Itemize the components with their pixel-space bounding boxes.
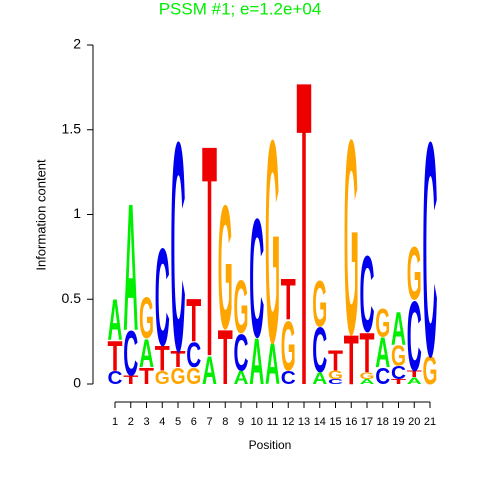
logo-letter: G — [155, 367, 170, 388]
logo-letter: C — [171, 81, 186, 415]
logo-letter: A — [375, 329, 390, 376]
y-tick-label: 1 — [73, 205, 81, 221]
y-tick-label: 2 — [73, 36, 81, 52]
x-tick-label: 5 — [175, 416, 181, 428]
logo-letter: C — [249, 184, 264, 373]
x-tick-label: 13 — [298, 416, 310, 428]
logo-letter: C — [234, 324, 249, 382]
x-tick-label: 14 — [314, 416, 326, 428]
x-tick-label: 17 — [361, 416, 373, 428]
chart-title: PSSM #1; e=1.2e+04 — [159, 0, 322, 18]
logo-letter: T — [297, 0, 312, 476]
x-tick-label: 18 — [377, 416, 389, 428]
logo-letter: G — [391, 340, 406, 372]
logo-letter: A — [249, 324, 264, 398]
logo-letter: C — [312, 314, 327, 385]
logo-letter: T — [108, 332, 123, 379]
logo-letter: C — [375, 363, 390, 389]
logo-letter: G — [265, 80, 280, 403]
logo-letter: T — [218, 314, 233, 401]
logo-letter: T — [202, 83, 217, 420]
logo-letter: T — [391, 378, 406, 386]
x-tick-label: 9 — [238, 416, 244, 428]
logo-letter: A — [108, 288, 123, 353]
logo-letter: A — [407, 376, 422, 386]
logo-letter: G — [281, 308, 296, 386]
logo-letter: A — [202, 348, 217, 393]
logo-letter: C — [155, 219, 170, 375]
logo-letter: A — [123, 166, 138, 369]
x-tick-label: 2 — [128, 416, 134, 428]
x-tick-label: 16 — [345, 416, 357, 428]
x-tick-label: 19 — [392, 416, 404, 428]
logo-letter: T — [186, 286, 201, 355]
logo-letter: G — [139, 286, 154, 351]
x-tick-label: 21 — [424, 416, 436, 428]
logo-letter: A — [265, 332, 280, 397]
x-tick-label: 8 — [222, 416, 228, 428]
x-tick-label: 15 — [329, 416, 341, 428]
logo-letter: C — [391, 362, 406, 383]
logo-letter: G — [234, 265, 249, 349]
x-tick-label: 20 — [408, 416, 420, 428]
logo-letter: T — [360, 321, 375, 384]
logo-letter: A — [391, 302, 406, 355]
y-tick-label: 0.5 — [62, 290, 82, 306]
x-tick-label: 4 — [159, 416, 165, 428]
logo-letter: A — [312, 369, 327, 387]
logo-letter: C — [360, 235, 375, 356]
logo-letter: G — [186, 363, 201, 389]
logo-letter: G — [312, 266, 327, 340]
logo-letter: T — [155, 338, 170, 378]
x-tick-label: 11 — [267, 416, 278, 428]
logo-letter: C — [407, 282, 422, 392]
x-tick-label: 6 — [191, 416, 197, 428]
x-tick-label: 7 — [206, 416, 212, 428]
x-tick-label: 10 — [251, 416, 263, 428]
logo-letter: T — [139, 363, 154, 389]
y-axis-label: Information content — [33, 159, 48, 271]
logo-letter: T — [123, 374, 138, 387]
logo-letter: T — [171, 346, 186, 372]
logo-letter: A — [139, 331, 154, 376]
logo-letter: G — [218, 169, 233, 366]
logo-letter: T — [281, 267, 296, 332]
y-tick-label: 0 — [73, 375, 81, 391]
logo-letter: C — [108, 367, 123, 388]
logo-letter: C — [281, 367, 296, 388]
logo-letter: G — [360, 371, 375, 381]
logo-letter: T — [344, 321, 359, 399]
logo-letter: G — [171, 363, 186, 389]
logo-letter: C — [328, 378, 343, 386]
logo-letter: G — [407, 231, 422, 315]
x-axis-label: Position — [249, 438, 292, 452]
logo-letter: G — [375, 301, 390, 346]
logo-letter: G — [328, 368, 343, 381]
x-tick-label: 3 — [143, 416, 149, 428]
logo-letter: C — [423, 80, 438, 421]
logo-letter: G — [423, 348, 438, 393]
logo-letter: G — [344, 83, 359, 393]
x-tick-label: 1 — [112, 416, 118, 428]
logo-letter: C — [123, 318, 138, 389]
x-tick-label: 12 — [282, 416, 294, 428]
logo-letter: A — [234, 367, 249, 388]
logo-letter: T — [328, 345, 343, 377]
logo-letter: C — [186, 335, 201, 375]
logo-letter: T — [407, 369, 422, 379]
y-tick-label: 1.5 — [62, 120, 82, 136]
logo-letter: A — [360, 378, 375, 386]
